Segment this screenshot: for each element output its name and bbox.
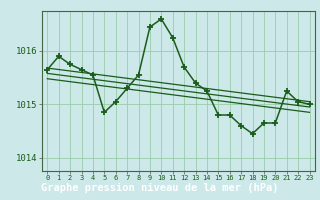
Text: Graphe pression niveau de la mer (hPa): Graphe pression niveau de la mer (hPa) [41, 183, 279, 193]
